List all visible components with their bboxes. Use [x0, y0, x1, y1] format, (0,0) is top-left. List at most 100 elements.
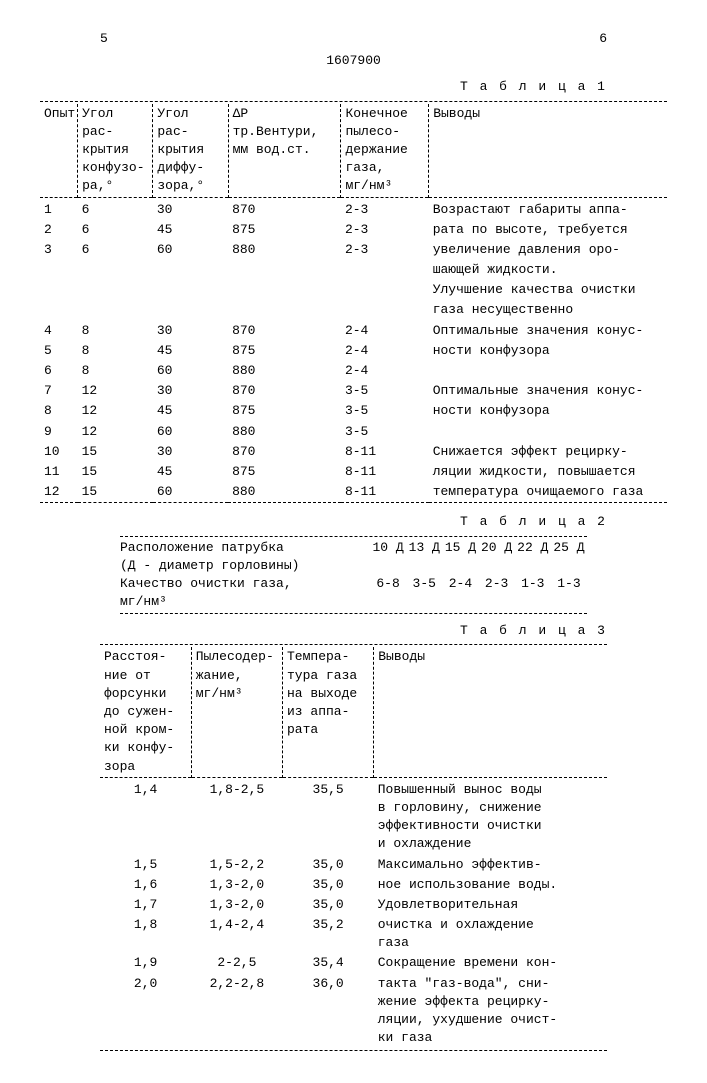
- table1-cell: 15: [78, 482, 153, 503]
- table1-cell: 3-5: [341, 401, 429, 421]
- table1-cell: 12: [78, 401, 153, 421]
- table3-cell: 35,0: [283, 875, 374, 895]
- table3-cell: Максимально эффектив-: [374, 855, 607, 875]
- table2-row-label: Качество очистки газа, мг/нм³: [120, 575, 370, 611]
- table1-cell: 45: [153, 341, 228, 361]
- table1-cell: 1: [40, 200, 78, 220]
- table1-cell: 3-5: [341, 381, 429, 401]
- table1-cell: 870: [228, 321, 341, 341]
- table1-cell: 6: [78, 240, 153, 260]
- table2-cell: 22 Д: [515, 539, 551, 575]
- table3: Расстоя- ние от форсунки до сужен- ной к…: [100, 647, 607, 1048]
- table3-col-2: Темпера- тура газа на выходе из аппа- ра…: [283, 647, 374, 777]
- table2-cell: 2-4: [442, 575, 478, 611]
- table1-cell: 12: [40, 482, 78, 503]
- table1-cell: Оптимальные значения конус-: [429, 321, 667, 341]
- table2-bot-rule: [120, 613, 587, 614]
- table1-cell: [429, 361, 667, 381]
- table3-cell: такта "газ-вода", сни- жение эффекта рец…: [374, 974, 607, 1049]
- table1-cell: 2-3: [341, 220, 429, 240]
- table1-cell: [341, 280, 429, 300]
- table1-cell: 880: [228, 361, 341, 381]
- table3-cell: 35,5: [283, 780, 374, 855]
- table1-cell: [228, 260, 341, 280]
- table3-cell: 1,8: [100, 915, 191, 953]
- table1-cell: 880: [228, 240, 341, 260]
- table1-cell: 8: [40, 401, 78, 421]
- table1-cell: [228, 280, 341, 300]
- table1-col-5: Выводы: [429, 104, 667, 197]
- table2-cell: 3-5: [406, 575, 442, 611]
- table1-cell: [40, 300, 78, 320]
- table1-cell: [153, 260, 228, 280]
- table1-cell: 875: [228, 462, 341, 482]
- table1-cell: 875: [228, 341, 341, 361]
- table1-cell: 30: [153, 321, 228, 341]
- table3-cell: 1,5: [100, 855, 191, 875]
- table1-cell: [228, 300, 341, 320]
- table1-cell: 870: [228, 381, 341, 401]
- table3-cell: 35,0: [283, 855, 374, 875]
- table3-cell: очистка и охлаждение газа: [374, 915, 607, 953]
- table3-top-rule: [100, 644, 607, 645]
- table2-cell: 6-8: [370, 575, 406, 611]
- table1-cell: Улучшение качества очистки: [429, 280, 667, 300]
- table1-cell: 60: [153, 482, 228, 503]
- table1-col-4: Конечное пылесо- держание газа, мг/нм³: [341, 104, 429, 197]
- table1-cell: Возрастают габариты аппа-: [429, 200, 667, 220]
- table1-cell: [40, 260, 78, 280]
- table3-cell: 1,5-2,2: [191, 855, 282, 875]
- table1-cell: 12: [78, 381, 153, 401]
- document-number: 1607900: [40, 52, 667, 70]
- table3-cell: 35,4: [283, 953, 374, 973]
- table1-cell: 3: [40, 240, 78, 260]
- table1-col-1: Угол рас- крытия конфузо- ра,°: [78, 104, 153, 197]
- table1-cell: 870: [228, 442, 341, 462]
- table1-cell: 870: [228, 200, 341, 220]
- table1-cell: 8: [78, 341, 153, 361]
- table2-cell: 1-3: [515, 575, 551, 611]
- table1-cell: [78, 280, 153, 300]
- table1-cell: увеличение давления оро-: [429, 240, 667, 260]
- table3-cell: ное использование воды.: [374, 875, 607, 895]
- table3-cell: 35,2: [283, 915, 374, 953]
- table1-cell: 2-4: [341, 321, 429, 341]
- table2-cell: 1-3: [551, 575, 587, 611]
- table1-cell: [341, 300, 429, 320]
- table1-cell: ности конфузора: [429, 401, 667, 421]
- table1-cell: [40, 280, 78, 300]
- table1-top-rule: [40, 101, 667, 102]
- table1-cell: 30: [153, 442, 228, 462]
- table1-cell: [429, 422, 667, 442]
- table3-cell: 1,4: [100, 780, 191, 855]
- table3-cell: 2-2,5: [191, 953, 282, 973]
- table3-col-0: Расстоя- ние от форсунки до сужен- ной к…: [100, 647, 191, 777]
- table1-cell: 4: [40, 321, 78, 341]
- table1-cell: 880: [228, 482, 341, 503]
- table1-cell: 880: [228, 422, 341, 442]
- table1-cell: 8-11: [341, 462, 429, 482]
- table2-cell: 2-3: [479, 575, 515, 611]
- table1-cell: 9: [40, 422, 78, 442]
- table3-cell: 1,8-2,5: [191, 780, 282, 855]
- table1-cell: 2-4: [341, 341, 429, 361]
- table1-caption: Т а б л и ц а 1: [40, 78, 607, 96]
- table3-cell: 36,0: [283, 974, 374, 1049]
- table1-cell: 3-5: [341, 422, 429, 442]
- table1-cell: 2: [40, 220, 78, 240]
- table1-cell: 6: [78, 200, 153, 220]
- table1-cell: 8: [78, 361, 153, 381]
- table3-col-3: Выводы: [374, 647, 607, 777]
- table3-cell: 1,4-2,4: [191, 915, 282, 953]
- table2-cell: 15 Д: [442, 539, 478, 575]
- table1-cell: 10: [40, 442, 78, 462]
- table1-cell: 45: [153, 462, 228, 482]
- table1-cell: [78, 300, 153, 320]
- table1-cell: [153, 300, 228, 320]
- table1-cell: 2-3: [341, 240, 429, 260]
- table1-cell: 45: [153, 220, 228, 240]
- table1-cell: 12: [78, 422, 153, 442]
- table3-cell: Повышенный вынос воды в горловину, сниже…: [374, 780, 607, 855]
- table1-col-0: Опыт: [40, 104, 78, 197]
- table3-cell: 2,2-2,8: [191, 974, 282, 1049]
